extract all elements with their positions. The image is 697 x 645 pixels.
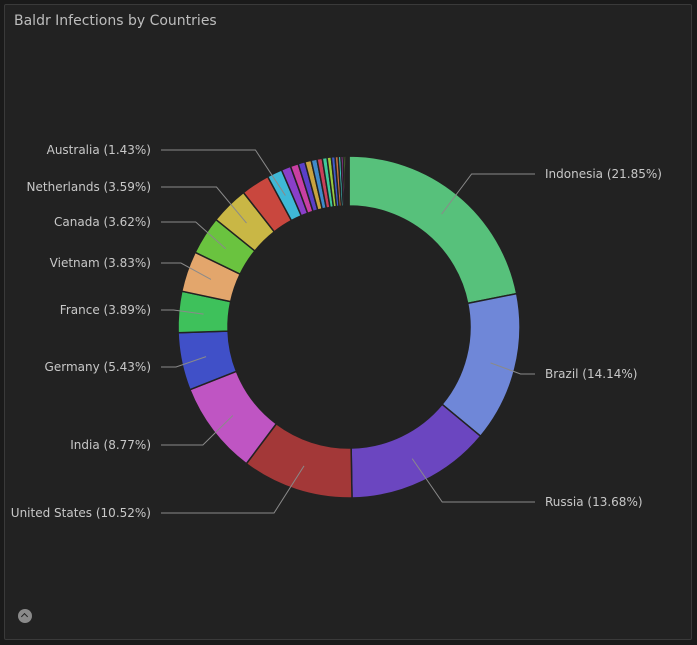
leader-line (161, 415, 234, 446)
slice-label: Brazil (14.14%) (545, 367, 637, 381)
leader-line (161, 262, 212, 280)
slice-label: France (3.89%) (60, 303, 151, 317)
chart-panel: Baldr Infections by Countries (4, 4, 692, 640)
slice-label: India (8.77%) (70, 438, 151, 452)
leader-line (441, 173, 535, 215)
leader-line (161, 356, 207, 368)
leader-line (490, 362, 535, 375)
slice-label: Russia (13.68%) (545, 495, 643, 509)
slice-label: Canada (3.62%) (54, 215, 151, 229)
slice-label: Vietnam (3.83%) (50, 256, 151, 270)
slice-indonesia[interactable] (348, 155, 518, 305)
leader-line (411, 458, 535, 503)
leader-line (161, 149, 286, 196)
slice-label: Australia (1.43%) (47, 143, 151, 157)
panel-title: Baldr Infections by Countries (14, 13, 217, 29)
slice-other-27[interactable] (347, 155, 350, 207)
leader-line (161, 221, 227, 250)
leader-line (161, 309, 204, 315)
slice-label: Netherlands (3.59%) (27, 180, 151, 194)
slice-label: Indonesia (21.85%) (545, 167, 662, 181)
slice-label: Germany (5.43%) (45, 360, 151, 374)
leader-line (161, 186, 247, 224)
leader-line (161, 465, 305, 514)
collapse-toggle-icon[interactable] (18, 609, 32, 623)
slice-label: United States (10.52%) (11, 506, 151, 520)
